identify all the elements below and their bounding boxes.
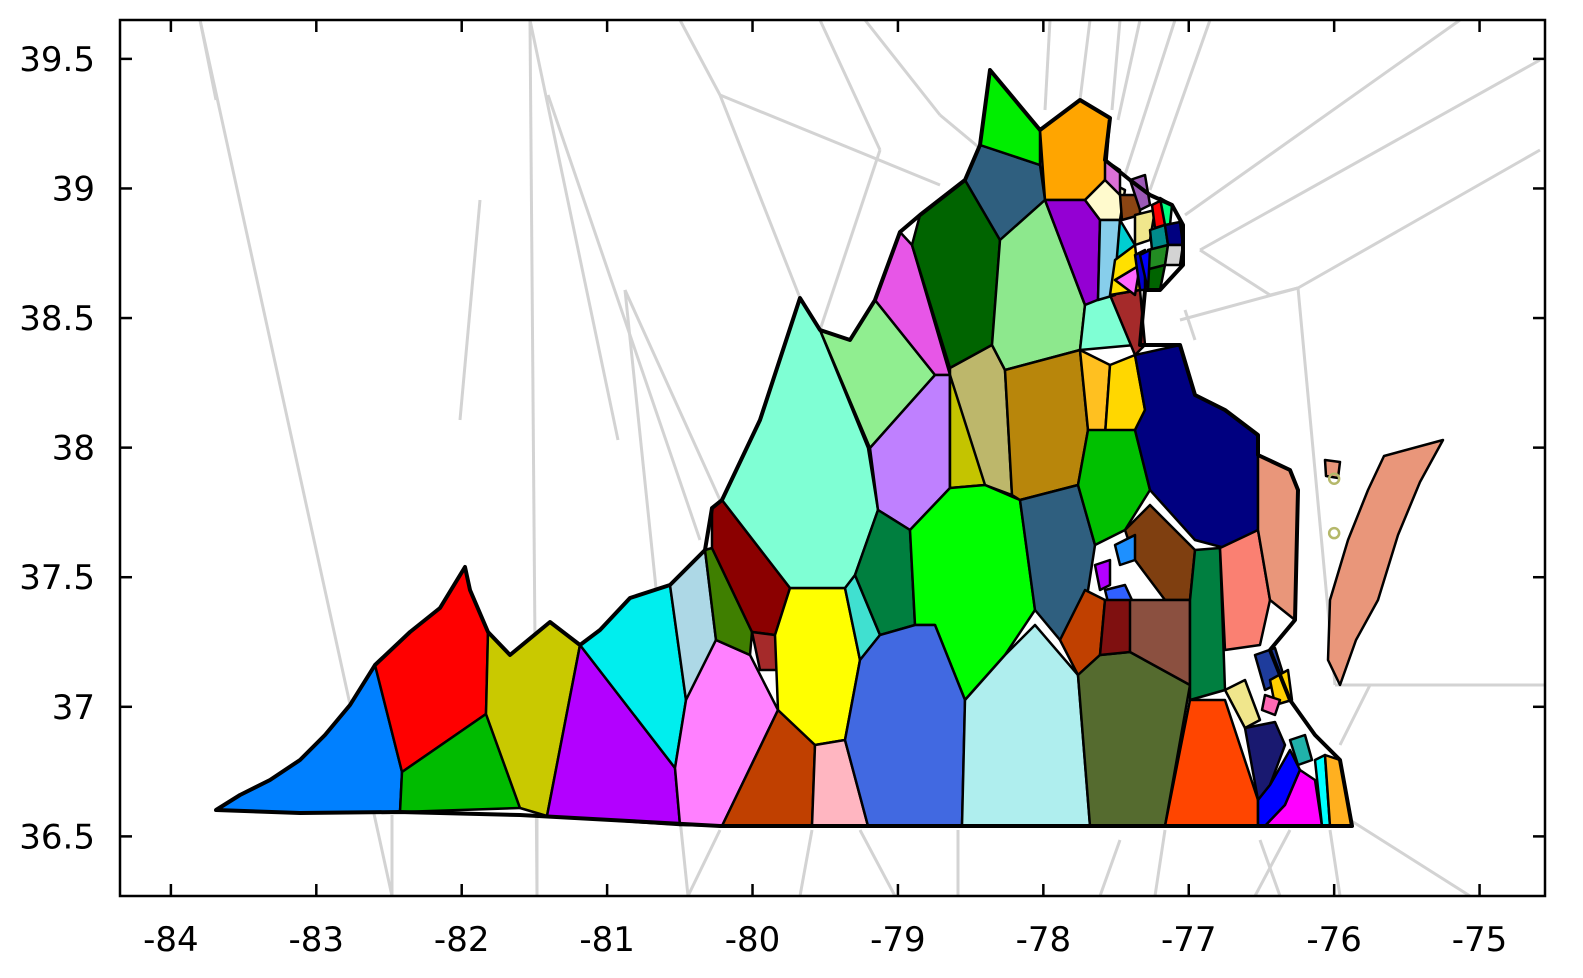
- voronoi-edge: [1258, 839, 1282, 897]
- x-tick-label: -76: [1306, 920, 1362, 960]
- voronoi-edge: [678, 19, 722, 96]
- y-tick-label: 38.5: [19, 299, 95, 339]
- voronoi-edges: [198, 18, 1545, 898]
- voronoi-edge: [1116, 19, 1142, 121]
- x-tick-label: -80: [725, 920, 781, 960]
- voronoi-edge: [1153, 829, 1167, 897]
- voronoi-edge: [1297, 148, 1541, 290]
- region-bedford: [843, 623, 967, 828]
- voronoi-edge: [198, 19, 218, 101]
- markers: [1327, 472, 1341, 540]
- voronoi-edge: [858, 829, 897, 897]
- voronoi-edge: [1199, 58, 1541, 252]
- voronoi-edge: [1349, 818, 1471, 898]
- marker-point: [1327, 472, 1341, 485]
- voronoi-edge: [1184, 18, 1461, 217]
- voronoi-edge: [1338, 684, 1372, 746]
- voronoi-edge: [863, 19, 942, 116]
- region-mount-vernon: [1138, 248, 1152, 292]
- x-tick-label: -81: [579, 920, 635, 960]
- voronoi-edge: [818, 149, 882, 331]
- x-tick-label: -79: [870, 920, 926, 960]
- region-springfield: [1163, 243, 1185, 267]
- region-chesterfield: [1098, 598, 1134, 657]
- y-tick-label: 39: [52, 169, 95, 209]
- voronoi-edge: [1123, 19, 1177, 176]
- voronoi-edge: [623, 289, 722, 501]
- voronoi-edge: [798, 829, 814, 897]
- marker-point: [1327, 526, 1341, 540]
- y-tick-label: 37: [52, 688, 95, 728]
- region-richmond: [1113, 533, 1137, 567]
- voronoi-edge: [1199, 248, 1271, 297]
- voronoi-edge: [1078, 19, 1092, 101]
- x-axis: -84 -83 -82 -81 -80 -79 -78 -77 -76 -75: [143, 20, 1507, 960]
- state-boundary: [214, 68, 1354, 828]
- region-suffolk: [1243, 720, 1287, 802]
- plot-frame: [118, 18, 1547, 898]
- y-axis: 39.5 39 38.5 38 37.5 37 36.5: [19, 40, 1545, 857]
- y-tick-label: 36.5: [19, 817, 95, 857]
- region-charles-city: [1188, 546, 1227, 702]
- region-goochland: [1093, 558, 1112, 592]
- y-tick-label: 38: [52, 429, 95, 469]
- region-norfolk: [1288, 733, 1314, 767]
- y-tick-label: 39.5: [19, 40, 95, 80]
- voronoi-edge: [528, 19, 620, 441]
- voronoi-edge: [718, 94, 802, 299]
- voronoi-edge: [1183, 309, 1197, 341]
- region-portsmouth: [1260, 693, 1282, 717]
- voronoi-edge: [1098, 839, 1122, 897]
- x-tick-label: -75: [1452, 920, 1508, 960]
- region-orange: [1003, 348, 1090, 502]
- region-new-kent: [1218, 528, 1272, 652]
- x-tick-label: -84: [143, 920, 199, 960]
- x-tick-label: -83: [289, 920, 345, 960]
- region-eastern-shore: [1326, 438, 1445, 687]
- voronoi-edge: [1269, 286, 1299, 297]
- voronoi-edge: [1253, 829, 1292, 897]
- region-mclean: [1163, 220, 1185, 247]
- voronoi-edge: [458, 199, 482, 421]
- x-tick-label: -78: [1016, 920, 1072, 960]
- regions: [214, 68, 1354, 828]
- voronoi-edge: [1043, 19, 1052, 111]
- voronoi-edge: [719, 93, 941, 187]
- voronoi-edge: [818, 19, 882, 151]
- voronoi-edge: [686, 829, 722, 897]
- x-tick-label: -77: [1161, 920, 1217, 960]
- y-tick-label: 37.5: [19, 558, 95, 598]
- voronoi-edge: [1110, 19, 1122, 111]
- voronoi-edge: [546, 94, 702, 541]
- voronoi-edge: [1148, 19, 1212, 191]
- x-tick-label: -82: [434, 920, 490, 960]
- voronoi-edge: [1328, 829, 1342, 897]
- region-surry: [1223, 678, 1262, 730]
